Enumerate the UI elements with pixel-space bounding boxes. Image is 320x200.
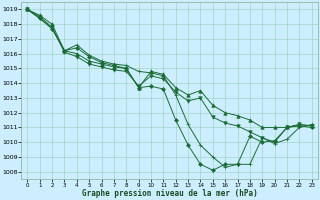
X-axis label: Graphe pression niveau de la mer (hPa): Graphe pression niveau de la mer (hPa)	[82, 189, 257, 198]
